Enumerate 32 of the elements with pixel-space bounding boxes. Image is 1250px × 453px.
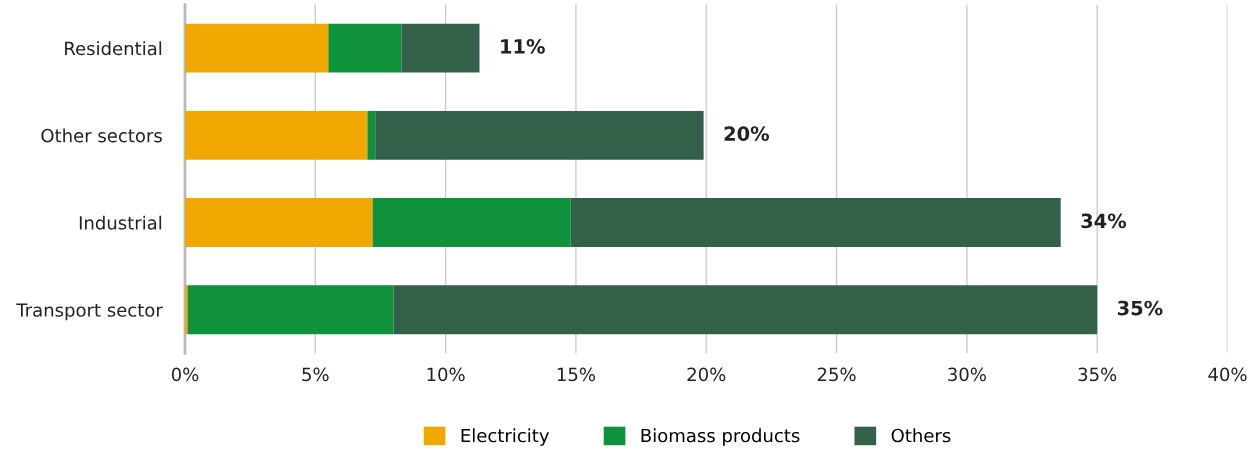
bar	[393, 285, 1098, 335]
bar	[375, 110, 704, 160]
x-tick-label: 10%	[427, 367, 465, 382]
bar	[185, 285, 188, 335]
legend-label: Biomass products	[641, 428, 800, 446]
legend-label: Electricity	[461, 428, 549, 446]
y-tick-label: Other sectors	[41, 128, 162, 143]
bar	[187, 285, 394, 335]
bar	[328, 23, 402, 73]
total-label: 11%	[501, 39, 545, 54]
y-tick-label: Transport sector	[16, 303, 163, 321]
bar	[185, 23, 329, 73]
bar	[570, 198, 1061, 247]
x-tick-label: 0%	[171, 367, 199, 382]
y-tick-label: Industrial	[79, 215, 162, 230]
total-label: 34%	[1081, 213, 1127, 229]
bar	[185, 110, 368, 160]
y-tick-label: Residential	[65, 41, 162, 56]
x-tick-label: 20%	[687, 367, 726, 382]
x-tick-label: 30%	[948, 367, 986, 382]
bar	[372, 198, 571, 247]
bar	[401, 23, 480, 73]
x-tick-label: 40%	[1208, 367, 1247, 382]
x-tick-label: 35%	[1078, 367, 1117, 382]
bar	[367, 110, 376, 160]
total-label: 20%	[724, 126, 770, 141]
bar	[185, 198, 373, 247]
total-label: 35%	[1117, 300, 1163, 316]
legend-label: Others	[891, 428, 951, 443]
x-tick-label: 25%	[817, 367, 856, 382]
x-tick-label: 15%	[557, 367, 596, 382]
x-tick-label: 5%	[302, 367, 329, 382]
